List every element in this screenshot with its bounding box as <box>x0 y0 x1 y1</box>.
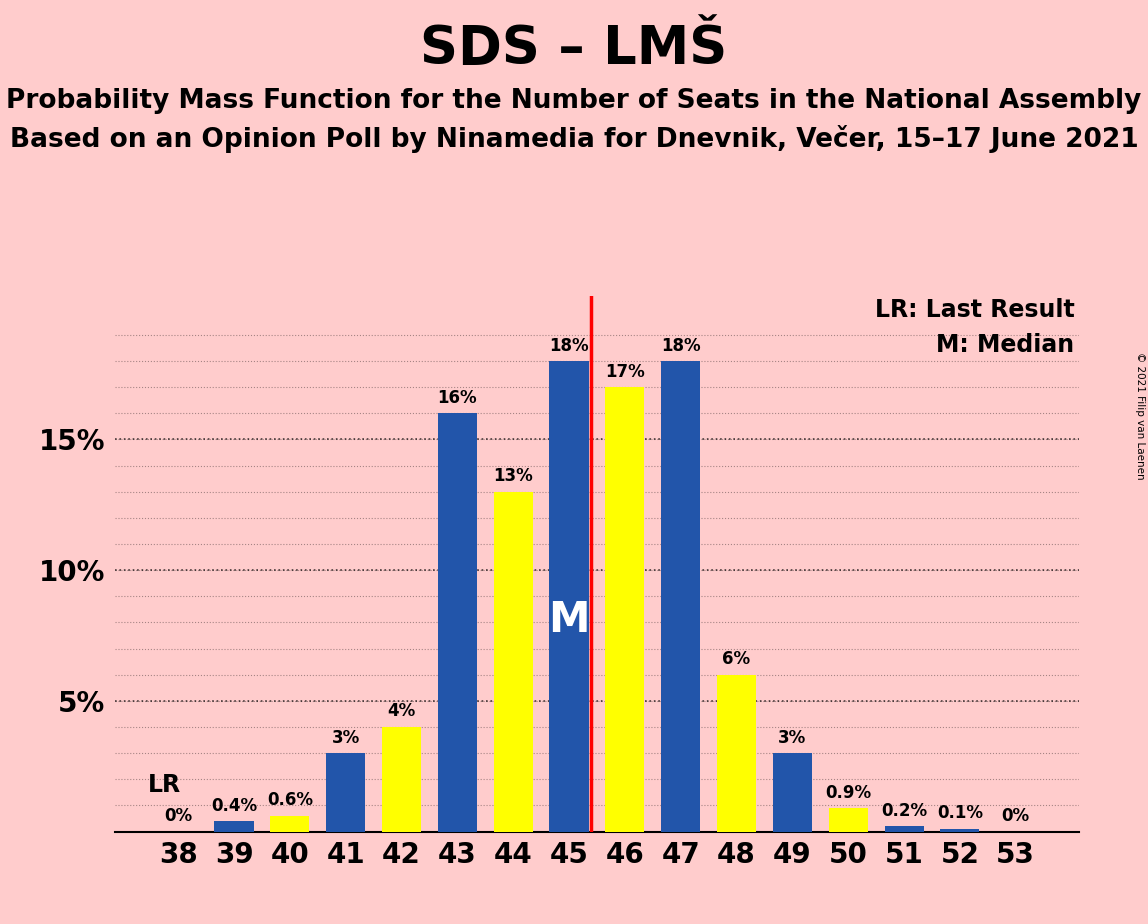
Text: 18%: 18% <box>661 336 700 355</box>
Text: SDS – LMŠ: SDS – LMŠ <box>420 23 728 75</box>
Text: 0.2%: 0.2% <box>881 802 928 820</box>
Text: M: Median: M: Median <box>936 334 1075 358</box>
Text: Probability Mass Function for the Number of Seats in the National Assembly: Probability Mass Function for the Number… <box>6 88 1142 114</box>
Text: © 2021 Filip van Laenen: © 2021 Filip van Laenen <box>1135 352 1145 480</box>
Bar <box>718 675 757 832</box>
Text: 13%: 13% <box>494 468 533 485</box>
Bar <box>382 727 421 832</box>
Text: 3%: 3% <box>778 729 807 747</box>
Text: 18%: 18% <box>549 336 589 355</box>
Text: LR: LR <box>147 772 180 796</box>
Text: 6%: 6% <box>722 650 751 668</box>
Text: 0.9%: 0.9% <box>825 784 871 801</box>
Bar <box>605 387 644 832</box>
Text: Based on an Opinion Poll by Ninamedia for Dnevnik, Večer, 15–17 June 2021: Based on an Opinion Poll by Ninamedia fo… <box>9 125 1139 152</box>
Text: 0.4%: 0.4% <box>211 796 257 815</box>
Bar <box>829 808 868 832</box>
Text: M: M <box>549 599 590 641</box>
Text: 17%: 17% <box>605 362 645 381</box>
Text: 0%: 0% <box>1002 807 1030 825</box>
Bar <box>773 753 812 832</box>
Bar <box>326 753 365 832</box>
Text: 0.6%: 0.6% <box>266 791 313 809</box>
Text: 4%: 4% <box>387 702 416 721</box>
Bar <box>550 361 589 832</box>
Text: LR: Last Result: LR: Last Result <box>875 298 1075 322</box>
Bar <box>661 361 700 832</box>
Text: 16%: 16% <box>437 389 478 407</box>
Text: 3%: 3% <box>332 729 359 747</box>
Bar <box>437 413 476 832</box>
Bar <box>270 816 310 832</box>
Text: 0%: 0% <box>164 807 192 825</box>
Bar <box>494 492 533 832</box>
Bar <box>940 829 979 832</box>
Text: 0.1%: 0.1% <box>937 805 983 822</box>
Bar <box>884 826 924 832</box>
Bar <box>215 821 254 832</box>
